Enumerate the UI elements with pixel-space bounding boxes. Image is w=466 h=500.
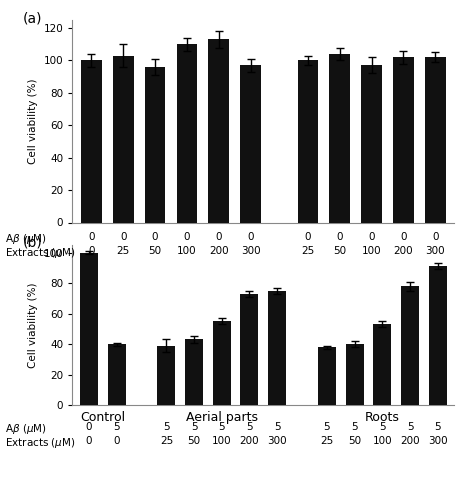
Bar [108, 344, 125, 405]
Bar [429, 266, 447, 405]
Text: 5: 5 [191, 422, 198, 432]
Text: 50: 50 [149, 246, 162, 256]
Text: 5: 5 [379, 422, 386, 432]
Text: 5: 5 [407, 422, 413, 432]
Text: Extracts ($\mu$M): Extracts ($\mu$M) [5, 436, 75, 450]
Bar [185, 340, 203, 405]
Text: A$\beta$ ($\mu$M): A$\beta$ ($\mu$M) [5, 232, 47, 246]
Text: 100: 100 [362, 246, 381, 256]
Text: 0: 0 [215, 232, 222, 242]
Text: Extracts ($\mu$M): Extracts ($\mu$M) [5, 246, 75, 260]
Text: 25: 25 [116, 246, 130, 256]
Bar [144, 67, 165, 222]
Text: Aerial parts: Aerial parts [186, 411, 258, 424]
Text: 5: 5 [163, 422, 170, 432]
Text: 300: 300 [425, 246, 445, 256]
Text: 100: 100 [212, 436, 232, 446]
Text: 0: 0 [305, 232, 311, 242]
Text: 5: 5 [274, 422, 281, 432]
Text: (b): (b) [22, 236, 42, 250]
Text: 25: 25 [320, 436, 334, 446]
Text: 100: 100 [372, 436, 392, 446]
Text: 0: 0 [152, 232, 158, 242]
Text: 50: 50 [333, 246, 346, 256]
Text: 200: 200 [209, 246, 228, 256]
Text: 0: 0 [336, 232, 343, 242]
Text: 0: 0 [88, 232, 95, 242]
Bar [80, 252, 98, 405]
Text: 0: 0 [247, 232, 254, 242]
Text: 25: 25 [160, 436, 173, 446]
Text: 100: 100 [177, 246, 197, 256]
Bar [329, 54, 350, 222]
Text: 0: 0 [432, 232, 439, 242]
Y-axis label: Cell viability (%): Cell viability (%) [28, 78, 38, 164]
Text: 5: 5 [324, 422, 330, 432]
Text: 0: 0 [368, 232, 375, 242]
Text: 5: 5 [246, 422, 253, 432]
Text: 5: 5 [351, 422, 358, 432]
Bar [208, 40, 229, 222]
Bar [268, 290, 286, 405]
Bar [213, 321, 231, 405]
Bar [393, 58, 414, 222]
Text: 0: 0 [86, 422, 92, 432]
Bar [401, 286, 419, 405]
Text: 300: 300 [428, 436, 447, 446]
Text: 200: 200 [400, 436, 420, 446]
Text: 0: 0 [184, 232, 190, 242]
Bar [113, 56, 134, 222]
Text: 0: 0 [120, 232, 126, 242]
Bar [346, 344, 363, 405]
Bar [240, 294, 259, 405]
Text: 25: 25 [301, 246, 315, 256]
Text: 200: 200 [240, 436, 259, 446]
Text: 5: 5 [434, 422, 441, 432]
Text: 300: 300 [267, 436, 287, 446]
Bar [318, 347, 336, 405]
Bar [361, 66, 382, 222]
Text: 50: 50 [348, 436, 361, 446]
Text: 0: 0 [88, 246, 95, 256]
Bar [297, 60, 318, 222]
Text: Control: Control [80, 411, 125, 424]
Bar [373, 324, 391, 405]
Text: 0: 0 [113, 436, 120, 446]
Text: 200: 200 [394, 246, 413, 256]
Text: (a): (a) [22, 12, 42, 26]
Text: 5: 5 [113, 422, 120, 432]
Bar [240, 66, 261, 222]
Y-axis label: Cell viability (%): Cell viability (%) [28, 282, 38, 368]
Bar [425, 58, 445, 222]
Text: 5: 5 [219, 422, 225, 432]
Bar [177, 44, 197, 222]
Bar [81, 60, 102, 222]
Text: 0: 0 [400, 232, 407, 242]
Bar [158, 346, 175, 405]
Text: A$\beta$ ($\mu$M): A$\beta$ ($\mu$M) [5, 422, 47, 436]
Text: 300: 300 [241, 246, 260, 256]
Text: 50: 50 [187, 436, 201, 446]
Text: Roots: Roots [365, 411, 400, 424]
Text: 0: 0 [86, 436, 92, 446]
